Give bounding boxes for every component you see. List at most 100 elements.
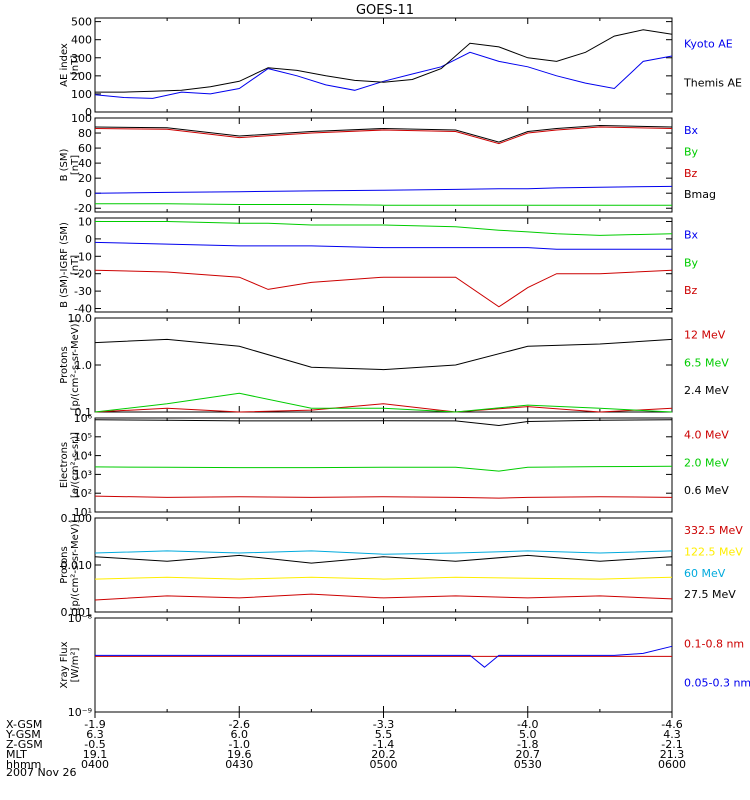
series-line-0-6-mev [94,419,673,427]
panel-frame [94,217,673,313]
y-tick-label: -20 [74,202,92,215]
legend-entry: Bz [684,284,698,297]
y-tick-label: -10 [74,250,92,263]
series-line-12-mev [94,403,673,413]
orbit-value: 19.6 [227,748,252,761]
orbit-value: 6.3 [86,728,104,741]
panel-frame [94,417,673,513]
y-tick-label: 10² [74,487,92,500]
panel-3: -40 -30 -20 -10 0 10B (SM)-IGRF (SM)[nT] Bx By B… [59,215,699,315]
series-line-0-05-0-3-nm [95,645,673,668]
legend-entry: 4.0 MeV [684,429,729,442]
y-tick-label: 10⁻⁸ [68,612,93,625]
orbit-value: 0530 [514,758,542,771]
figure-title: GOES-11 [356,3,414,18]
panel-6: 0.001 0.010 0.100Protons[p/(cm²-s-sr-MeV)]… [59,512,743,619]
y-tick-label: 10.0 [68,312,93,325]
y-tick-label: 200 [71,70,92,83]
legend-entry: 27.5 MeV [684,588,736,601]
orbit-value: 20.2 [371,748,396,761]
orbit-value: 0430 [225,758,253,771]
y-tick-label: 0 [85,233,92,246]
legend-entry: Bz [684,167,698,180]
legend-entry: 0.6 MeV [684,484,729,497]
legend-entry: 332.5 MeV [684,524,743,537]
legend-entry: 6.5 MeV [684,356,729,369]
panel-7: 10⁻⁹ 10⁻⁸ Xray Flux[W/m²] 0.1-0.8 nm 0.05-0.… [59,612,750,719]
series-line-2-4-mev [94,338,673,371]
orbit-value: 21.3 [660,748,685,761]
y-axis-label: B (SM)-IGRF (SM)[nT] [59,222,81,308]
y-axis-label: Electrons[e/(cm²-s-sr)] [59,432,81,498]
orbit-value: -2.6 [229,718,250,731]
y-tick-label: 10³ [74,468,92,481]
series-line-332-5-mev [94,593,673,601]
y-tick-label: 300 [71,52,92,65]
legend-entry: Themis AE [683,77,742,90]
y-axis-label: Protons[p/(cm²-s-sr-MeV)] [59,319,81,410]
y-axis-label: AE index[nT] [59,43,81,87]
orbit-value: -1.0 [229,738,250,751]
y-tick-label: 100 [71,88,92,101]
panel-5: 10¹ 10² 10³ 10⁴ 10⁵ 10⁶ Electrons[e/(cm²-s-sr)… [59,412,729,519]
legend-entry: Bx [684,124,699,137]
y-tick-label: 0.001 [61,606,93,619]
legend-entry: Kyoto AE [684,37,733,50]
orbit-value: -4.6 [661,718,682,731]
series-line-122-5-mev [94,576,673,580]
date-label: 2007 Nov 26 [6,766,76,779]
panel-frame [94,17,673,113]
orbit-value: -0.5 [84,738,105,751]
legend-entry: 0.1-0.8 nm [684,637,744,650]
y-axis-label: B (SM)[nT] [59,148,81,181]
y-tick-label: -30 [74,285,92,298]
y-tick-label: -20 [74,268,92,281]
series-line-bx [94,185,673,194]
time-axis [94,712,673,718]
orbit-row-label: Z-GSM [6,738,43,751]
y-tick-label: 0.010 [61,559,93,572]
y-axis-label: Protons[p/(cm²-s-sr-MeV)] [59,519,81,610]
orbit-value: -2.1 [661,738,682,751]
y-tick-label: -40 [74,303,92,316]
orbit-value: 4.3 [663,728,681,741]
y-tick-label: 60 [78,142,92,155]
y-tick-label: 0.1 [75,406,93,419]
orbit-value: 6.0 [231,728,249,741]
panel-1: 0 100 200 300 400 500 AE index[nT] Kyoto AE Them… [59,16,742,119]
series-line-bz [94,269,673,308]
series-line-60-mev [94,550,673,555]
y-tick-label: 500 [71,16,92,29]
orbit-row-label: hhmm [6,758,41,771]
panel-frame [94,317,673,413]
orbit-row-label: X-GSM [6,718,42,731]
orbit-value: 0500 [370,758,398,771]
y-tick-label: 10⁵ [74,431,92,444]
orbit-value: -3.3 [373,718,394,731]
series-line-6-5-mev [94,392,673,413]
y-tick-label: 10 [78,215,92,228]
panel-frame [94,117,673,213]
orbit-value: -1.8 [517,738,538,751]
y-tick-label: 0 [85,106,92,119]
legend-entry: 12 MeV [684,329,726,342]
legend-entry: 2.4 MeV [684,384,729,397]
y-tick-label: 10¹ [74,506,92,519]
panel-2: -20 0 20 40 60 80 100 B (SM)[nT] Bx By Bz Bmag [59,112,716,215]
y-tick-label: 20 [78,172,92,185]
orbit-table: X-GSM -1.9 -2.6 -3.3 -4.0 -4.6 Y-GSM 6.3 6.0 5.5 5… [5,718,686,771]
orbit-row-label: MLT [6,748,27,761]
series-line-kyoto-ae [94,51,673,99]
y-tick-label: 0 [85,187,92,200]
orbit-value: 20.7 [516,748,541,761]
y-tick-label: 10⁴ [74,450,93,463]
orbit-value: 5.0 [519,728,537,741]
series-line-27-5-mev [94,554,673,564]
legend-entry: 122.5 MeV [684,545,743,558]
orbit-value: -4.0 [517,718,538,731]
legend-entry: 0.05-0.3 nm [684,677,750,690]
panel-frame [94,617,673,713]
orbit-value: 0400 [81,758,109,771]
